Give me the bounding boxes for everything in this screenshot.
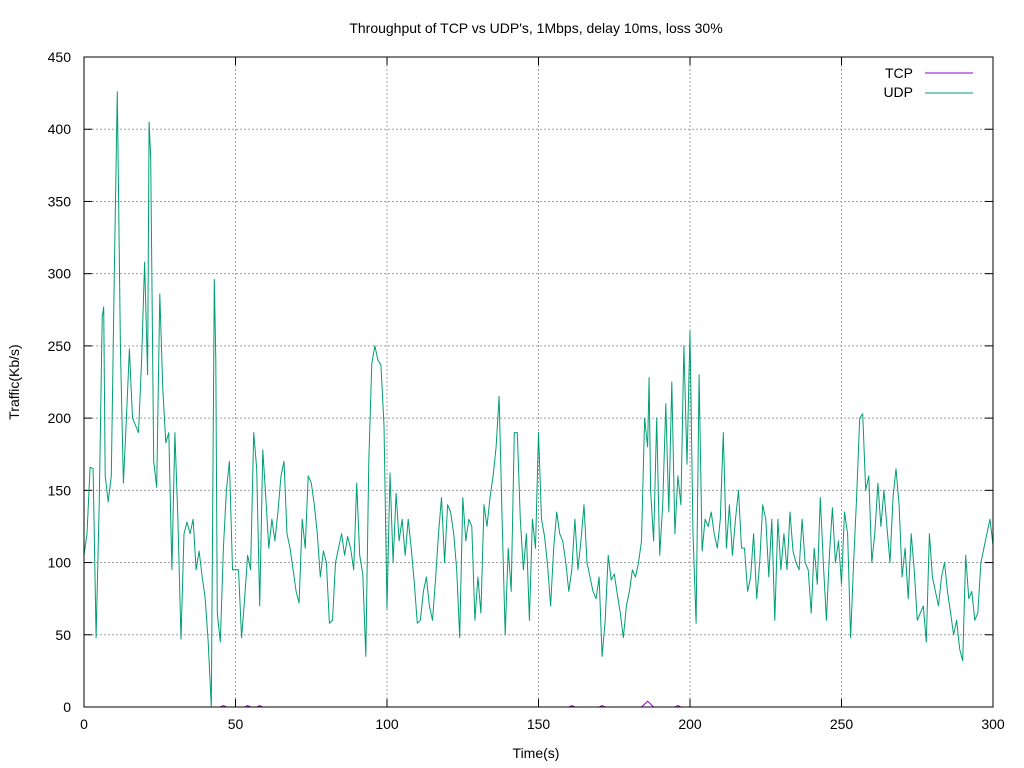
legend-label-tcp: TCP <box>885 65 913 81</box>
y-tick-label: 300 <box>48 266 72 282</box>
axis-ticks: 0 50 100 150 200 250 300 350 400 450 0 50 100 150 200 2… <box>48 49 1005 732</box>
x-tick-label: 200 <box>678 716 702 732</box>
plot-frame <box>83 56 994 708</box>
x-tick-label: 250 <box>830 716 854 732</box>
x-axis-label: Time(s) <box>513 745 560 761</box>
y-tick-label: 200 <box>48 410 72 426</box>
legend-label-udp: UDP <box>883 84 913 100</box>
series-line-udp <box>83 91 994 708</box>
x-tick-label: 100 <box>375 716 399 732</box>
legend: TCP UDP <box>883 65 973 100</box>
y-tick-label: 450 <box>48 49 72 65</box>
y-axis-label: Traffic(Kb/s) <box>6 344 22 419</box>
x-tick-label: 300 <box>981 716 1005 732</box>
y-tick-label: 350 <box>48 193 72 209</box>
y-tick-label: 150 <box>48 482 72 498</box>
y-tick-label: 50 <box>55 627 71 643</box>
x-tick-label: 150 <box>527 716 551 732</box>
x-tick-label: 0 <box>80 716 88 732</box>
y-tick-label: 100 <box>48 555 72 571</box>
y-tick-label: 250 <box>48 338 72 354</box>
chart-title: Throughput of TCP vs UDP's, 1Mbps, delay… <box>349 20 722 36</box>
y-tick-label: 400 <box>48 121 72 137</box>
x-tick-label: 50 <box>228 716 244 732</box>
y-tick-label: 0 <box>63 699 71 715</box>
grid-lines <box>84 57 993 707</box>
